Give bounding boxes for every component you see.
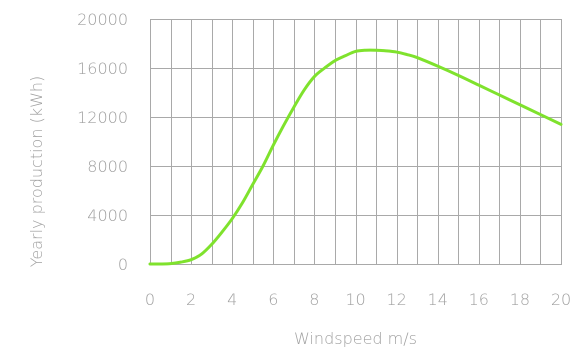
- x-tick-label: 6: [268, 290, 278, 309]
- x-tick-label: 10: [345, 290, 365, 309]
- y-tick-label: 4000: [87, 206, 128, 225]
- x-tick-label: 20: [551, 290, 571, 309]
- plot-frame: [150, 19, 562, 265]
- x-tick-label: 18: [510, 290, 530, 309]
- x-tick-label: 12: [386, 290, 406, 309]
- x-tick-label: 16: [469, 290, 489, 309]
- x-tick-label: 8: [309, 290, 319, 309]
- y-tick-label: 8000: [87, 157, 128, 176]
- series-layer: [148, 48, 563, 266]
- series-line: [148, 48, 563, 266]
- grid: [150, 19, 561, 264]
- y-tick-label: 20000: [77, 10, 128, 29]
- x-tick-label: 14: [428, 290, 448, 309]
- y-axis-title: Yearly production (kWh): [27, 76, 46, 268]
- x-tick-label: 0: [145, 290, 155, 309]
- x-axis-ticks: 0 2 4 6 8 10 12 14 16 18 20: [145, 290, 571, 309]
- plot-area: [148, 19, 563, 266]
- x-tick-label: 4: [227, 290, 237, 309]
- x-tick-label: 2: [186, 290, 196, 309]
- y-tick-label: 16000: [77, 59, 128, 78]
- y-tick-label: 12000: [77, 108, 128, 127]
- y-tick-label: 0: [118, 255, 128, 274]
- x-axis-title: Windspeed m/s: [294, 329, 417, 348]
- y-axis-ticks: 0 4000 8000 12000 16000 20000: [77, 10, 128, 274]
